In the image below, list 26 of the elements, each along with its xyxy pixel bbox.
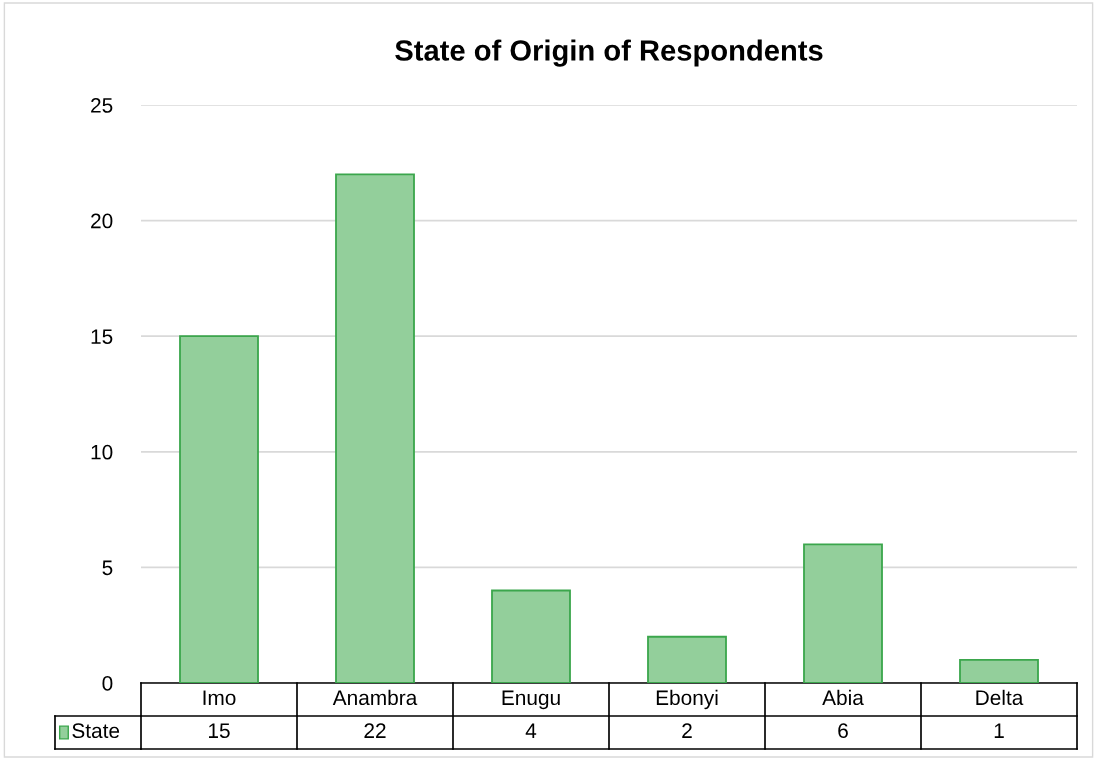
y-tick-label: 20 [91, 213, 113, 229]
x-tick-label: Abia [822, 689, 864, 706]
x-tick-label: Enugu [502, 690, 560, 710]
data-label: 15 [209, 723, 230, 739]
y-tick-label: 25 [91, 98, 113, 113]
bar [803, 543, 883, 683]
data-label: 22 [364, 723, 386, 738]
x-tick-label: Delta [976, 689, 1024, 706]
legend-label: State [72, 723, 120, 739]
bar [959, 658, 1039, 683]
x-tick-label: Anambra [332, 689, 418, 706]
bar [335, 173, 415, 683]
x-tick-label: Imo [203, 690, 236, 706]
chart-title: State of Origin of Respondents [395, 39, 823, 67]
data-label: 1 [994, 723, 1004, 738]
y-tick-label: 10 [91, 444, 113, 460]
bar [647, 635, 727, 683]
y-tick-label: 5 [102, 560, 113, 576]
data-label: 6 [838, 723, 848, 739]
y-tick-label: 15 [91, 329, 113, 344]
bar [491, 589, 571, 683]
x-tick-label: Ebonyi [656, 689, 718, 710]
y-tick-label: 0 [102, 676, 113, 691]
bar [179, 335, 259, 683]
data-label: 2 [682, 723, 692, 738]
data-label: 4 [525, 723, 537, 738]
